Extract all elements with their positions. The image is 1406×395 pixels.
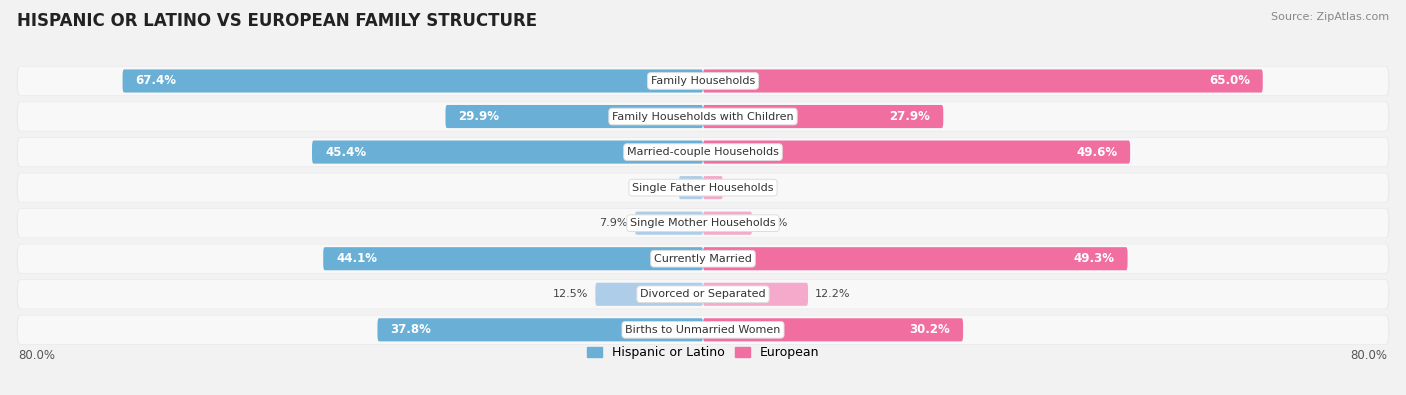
Text: Births to Unmarried Women: Births to Unmarried Women [626, 325, 780, 335]
Text: 7.9%: 7.9% [599, 218, 628, 228]
FancyBboxPatch shape [703, 212, 752, 235]
FancyBboxPatch shape [703, 141, 1130, 164]
Legend: Hispanic or Latino, European: Hispanic or Latino, European [582, 341, 824, 364]
FancyBboxPatch shape [18, 316, 1388, 344]
Text: 44.1%: 44.1% [336, 252, 377, 265]
FancyBboxPatch shape [18, 209, 1388, 237]
Text: 80.0%: 80.0% [1351, 350, 1388, 362]
FancyBboxPatch shape [18, 280, 1388, 308]
Text: 2.8%: 2.8% [644, 182, 672, 193]
FancyBboxPatch shape [18, 245, 1388, 273]
FancyBboxPatch shape [17, 279, 1389, 309]
FancyBboxPatch shape [17, 315, 1389, 345]
FancyBboxPatch shape [377, 318, 703, 341]
FancyBboxPatch shape [18, 102, 1388, 131]
FancyBboxPatch shape [703, 176, 723, 199]
Text: 65.0%: 65.0% [1209, 75, 1250, 87]
Text: 12.2%: 12.2% [815, 289, 851, 299]
Text: 30.2%: 30.2% [910, 324, 950, 336]
Text: 2.3%: 2.3% [730, 182, 758, 193]
Text: 49.6%: 49.6% [1076, 146, 1118, 158]
Text: Divorced or Separated: Divorced or Separated [640, 289, 766, 299]
FancyBboxPatch shape [17, 208, 1389, 238]
FancyBboxPatch shape [17, 244, 1389, 274]
FancyBboxPatch shape [312, 141, 703, 164]
Text: Family Households: Family Households [651, 76, 755, 86]
Text: 27.9%: 27.9% [890, 110, 931, 123]
FancyBboxPatch shape [703, 70, 1263, 92]
FancyBboxPatch shape [17, 66, 1389, 96]
Text: Currently Married: Currently Married [654, 254, 752, 264]
FancyBboxPatch shape [703, 105, 943, 128]
FancyBboxPatch shape [703, 318, 963, 341]
FancyBboxPatch shape [323, 247, 703, 270]
Text: 80.0%: 80.0% [18, 350, 55, 362]
FancyBboxPatch shape [679, 176, 703, 199]
FancyBboxPatch shape [703, 247, 1128, 270]
FancyBboxPatch shape [636, 212, 703, 235]
FancyBboxPatch shape [122, 70, 703, 92]
Text: 5.7%: 5.7% [759, 218, 787, 228]
FancyBboxPatch shape [595, 283, 703, 306]
Text: Married-couple Households: Married-couple Households [627, 147, 779, 157]
FancyBboxPatch shape [18, 67, 1388, 95]
Text: 45.4%: 45.4% [325, 146, 366, 158]
FancyBboxPatch shape [17, 102, 1389, 132]
Text: 49.3%: 49.3% [1074, 252, 1115, 265]
Text: 37.8%: 37.8% [391, 324, 432, 336]
FancyBboxPatch shape [18, 173, 1388, 202]
Text: Family Households with Children: Family Households with Children [612, 111, 794, 122]
FancyBboxPatch shape [17, 137, 1389, 167]
Text: 29.9%: 29.9% [458, 110, 499, 123]
Text: Single Mother Households: Single Mother Households [630, 218, 776, 228]
Text: HISPANIC OR LATINO VS EUROPEAN FAMILY STRUCTURE: HISPANIC OR LATINO VS EUROPEAN FAMILY ST… [17, 12, 537, 30]
FancyBboxPatch shape [703, 283, 808, 306]
Text: 67.4%: 67.4% [135, 75, 177, 87]
Text: Single Father Households: Single Father Households [633, 182, 773, 193]
Text: Source: ZipAtlas.com: Source: ZipAtlas.com [1271, 12, 1389, 22]
FancyBboxPatch shape [17, 173, 1389, 203]
FancyBboxPatch shape [18, 138, 1388, 166]
Text: 12.5%: 12.5% [553, 289, 589, 299]
FancyBboxPatch shape [446, 105, 703, 128]
